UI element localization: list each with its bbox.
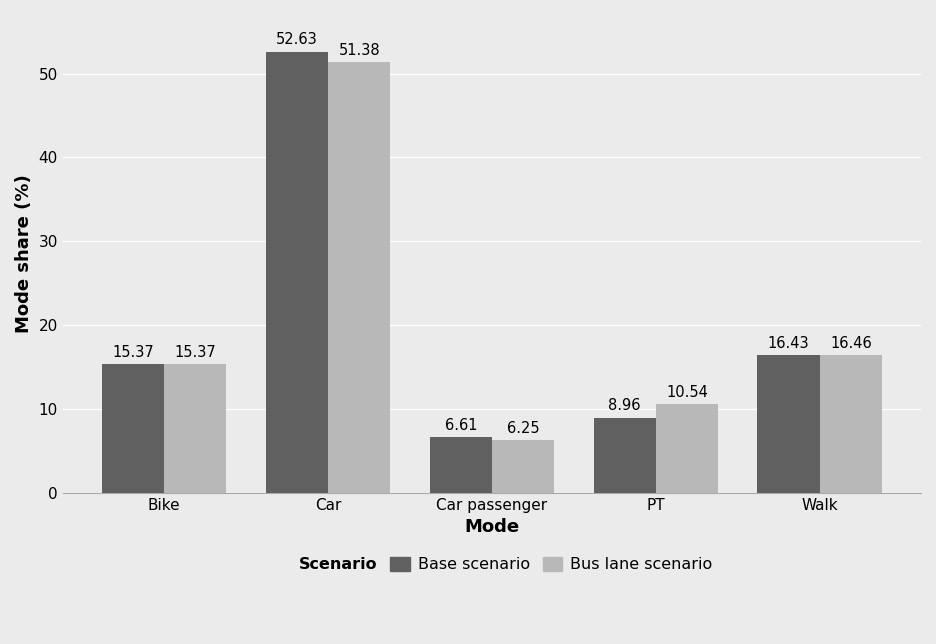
Text: 6.25: 6.25 [506,421,539,436]
Text: 15.37: 15.37 [112,345,154,360]
Legend: Scenario, Base scenario, Bus lane scenario: Scenario, Base scenario, Bus lane scenar… [264,549,720,580]
Bar [656,404,718,493]
Y-axis label: Mode share (%): Mode share (%) [15,175,33,333]
Bar [593,418,656,493]
Text: 15.37: 15.37 [174,345,216,360]
Text: 6.61: 6.61 [445,418,477,433]
Text: 10.54: 10.54 [666,385,708,400]
Bar [820,355,882,493]
Bar [492,440,554,493]
Bar [102,364,164,493]
Text: 8.96: 8.96 [608,399,641,413]
Text: 52.63: 52.63 [276,32,317,48]
X-axis label: Mode: Mode [464,518,519,536]
Text: 16.43: 16.43 [768,336,810,351]
Text: 16.46: 16.46 [830,336,871,350]
Bar [164,364,227,493]
Bar [266,52,328,493]
Bar [328,62,390,493]
Bar [757,355,820,493]
Text: 51.38: 51.38 [338,43,380,58]
Bar [430,437,492,493]
